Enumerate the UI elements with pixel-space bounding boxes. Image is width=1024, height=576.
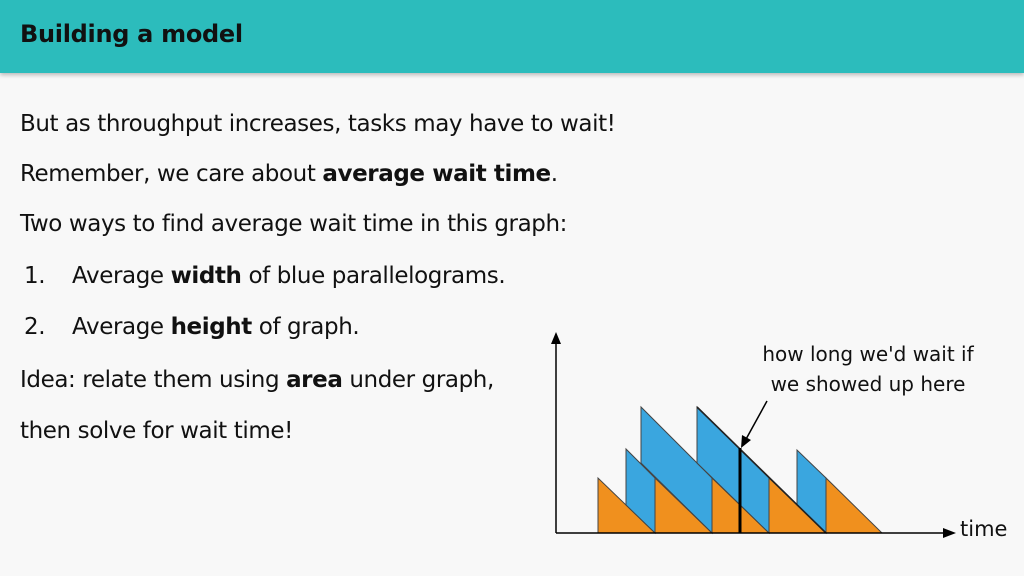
text-line-6-post: under graph, <box>342 367 494 393</box>
list-item-2: 2. Average height of graph. <box>24 313 360 341</box>
text-line-3-text: Two ways to find average wait time in th… <box>20 211 568 237</box>
orange-triangle-5 <box>825 476 884 534</box>
list-item-1-number: 1. <box>24 263 46 289</box>
graph-outline <box>696 406 827 534</box>
x-axis-arrow-icon <box>943 528 956 538</box>
x-axis-label: time <box>960 517 1007 541</box>
annotation-line-1: how long we'd wait if <box>762 342 974 366</box>
text-line-1-text: But as throughput increases, tasks may h… <box>20 111 616 137</box>
annotation-arrow <box>744 400 768 442</box>
slide-title: Building a model <box>20 20 243 48</box>
text-line-7: then solve for wait time! <box>20 417 293 445</box>
text-line-2-bold: average wait time <box>322 161 551 187</box>
list-item-1: 1. Average width of blue parallelograms. <box>24 262 506 290</box>
text-line-2: Remember, we care about average wait tim… <box>20 160 558 188</box>
text-line-6-pre: Idea: relate them using <box>20 367 287 393</box>
text-line-7-text: then solve for wait time! <box>20 418 293 444</box>
blue-parallelograms <box>625 405 827 535</box>
annotation-arrow-head-icon <box>741 435 751 448</box>
list-item-1-bold: width <box>170 263 242 289</box>
text-line-6-bold: area <box>286 367 343 393</box>
text-line-2-pre: Remember, we care about <box>20 161 323 187</box>
header-bar: Building a model <box>0 0 1024 73</box>
annotation-line-2: we showed up here <box>771 372 966 396</box>
text-line-2-post: . <box>550 161 558 187</box>
text-line-3: Two ways to find average wait time in th… <box>20 210 567 238</box>
list-item-2-number: 2. <box>24 314 46 340</box>
list-item-2-post: of graph. <box>251 314 360 340</box>
list-item-2-bold: height <box>170 314 253 340</box>
y-axis-arrow-icon <box>551 332 561 344</box>
text-line-1: But as throughput increases, tasks may h… <box>20 110 616 138</box>
list-item-1-pre: Average <box>72 263 171 289</box>
list-item-1-post: of blue parallelograms. <box>241 263 506 289</box>
list-item-2-pre: Average <box>72 314 171 340</box>
text-line-6: Idea: relate them using area under graph… <box>20 366 494 394</box>
